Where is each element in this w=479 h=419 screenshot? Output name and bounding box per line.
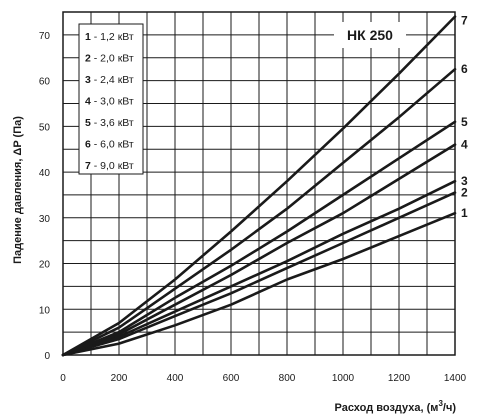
x-tick-label: 600 <box>223 373 240 384</box>
series-4-line <box>61 143 457 357</box>
legend-entry-text: - 1,2 кВт <box>91 31 134 43</box>
x-tick-label: 0 <box>60 373 66 384</box>
curve-label-1: 1 <box>461 206 468 220</box>
x-tick-label: 400 <box>167 373 184 384</box>
x-tick-label: 800 <box>279 373 296 384</box>
x-axis-title: Расход воздуха, (м3/ч) <box>335 399 457 414</box>
legend-entry-text: - 2,0 кВт <box>91 53 134 65</box>
y-tick-label: 60 <box>39 77 51 88</box>
y-tick-label: 10 <box>39 305 51 316</box>
legend-entry: 3 - 2,4 кВт <box>85 74 134 86</box>
legend-entry-number: 4 <box>85 96 91 108</box>
legend-entry: 1 - 1,2 кВт <box>85 31 134 43</box>
chart-grid <box>62 11 456 356</box>
x-tick-label: 1200 <box>388 373 411 384</box>
x-tick-label: 1400 <box>444 373 467 384</box>
legend-entry: 7 - 9,0 кВт <box>85 160 134 172</box>
x-tick-label: 1000 <box>332 373 355 384</box>
legend-entry: 6 - 6,0 кВт <box>85 139 134 151</box>
y-tick-label: 0 <box>44 351 50 362</box>
curve-label-3: 3 <box>461 174 468 188</box>
model-label-box: НК 250 <box>334 22 406 48</box>
y-tick-label: 40 <box>39 168 51 179</box>
series-1-line <box>61 211 457 357</box>
x-axis-title-sup: 3 <box>438 399 443 408</box>
curve-label-4: 4 <box>461 138 468 152</box>
legend-entry: 4 - 3,0 кВт <box>85 96 134 108</box>
legend-entry-text: - 3,6 кВт <box>91 117 134 129</box>
series-7-line <box>61 15 457 357</box>
x-tick-label: 200 <box>111 373 128 384</box>
plot-frame <box>62 11 456 356</box>
y-tick-label: 70 <box>39 31 51 42</box>
legend-entry-text: - 6,0 кВт <box>91 139 134 151</box>
legend-entry-number: 5 <box>85 117 91 129</box>
series-6-line <box>61 67 457 357</box>
legend-entry-text: - 2,4 кВт <box>91 74 134 86</box>
x-axis-title-main: Расход воздуха, (м <box>335 402 439 414</box>
legend-entry: 2 - 2,0 кВт <box>85 53 134 65</box>
model-label: НК 250 <box>347 27 393 43</box>
curve-label-7: 7 <box>461 14 468 28</box>
curve-label-6: 6 <box>461 62 468 76</box>
y-tick-label: 20 <box>39 260 51 271</box>
y-tick-label: 30 <box>39 214 51 225</box>
legend-entry-number: 6 <box>85 139 91 151</box>
legend-entry-number: 3 <box>85 74 91 86</box>
x-axis-title-end: /ч) <box>443 402 456 414</box>
chart-axes <box>62 11 456 356</box>
curve-label-2: 2 <box>461 186 468 200</box>
legend-entry-number: 2 <box>85 53 91 65</box>
legend-entry-text: - 3,0 кВт <box>91 96 134 108</box>
legend-entry-number: 7 <box>85 160 91 172</box>
tick-labels: 0 200 400 600 800 1000 1200 1400 0 10 20 30 40 50 60 70 <box>39 31 467 384</box>
y-tick-label: 50 <box>39 122 51 133</box>
series-5-line <box>61 120 457 357</box>
series-2-line <box>61 191 457 357</box>
y-axis-title: Падение давления, ΔP (Па) <box>12 116 24 264</box>
legend-box <box>78 23 144 175</box>
curve-label-5: 5 <box>461 115 468 129</box>
chart-series <box>61 15 457 357</box>
legend-entry: 5 - 3,6 кВт <box>85 117 134 129</box>
legend-entry-text: - 9,0 кВт <box>91 160 134 172</box>
series-3-line <box>61 179 457 357</box>
legend-entry-number: 1 <box>85 31 91 43</box>
